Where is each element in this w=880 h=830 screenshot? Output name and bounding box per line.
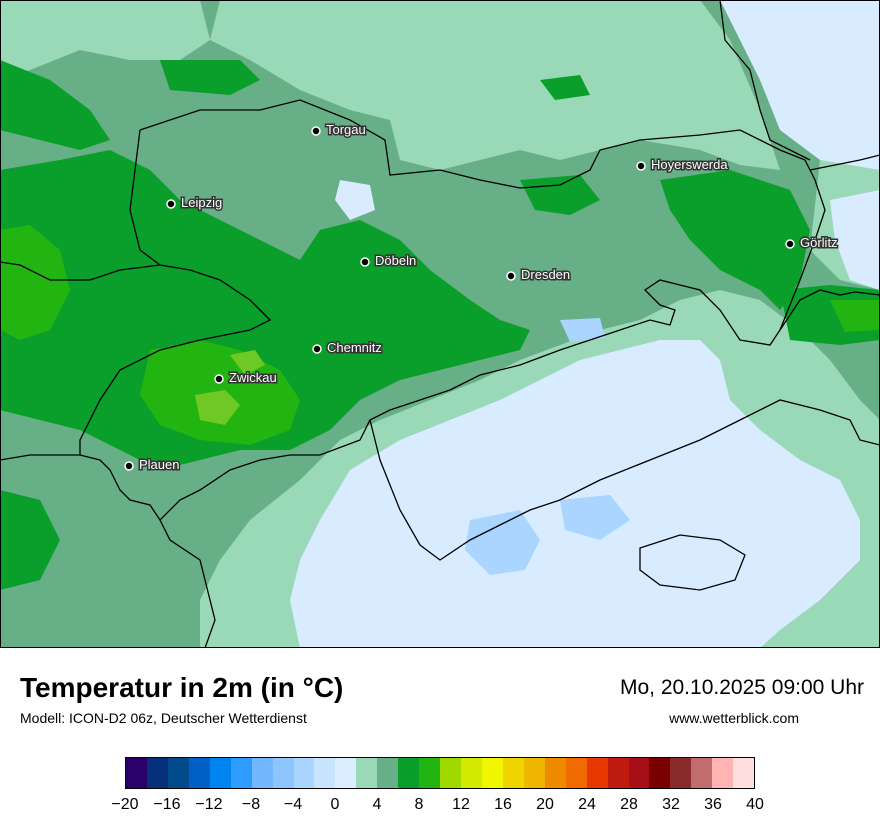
legend-swatch (691, 758, 713, 788)
legend-swatch (251, 758, 273, 788)
legend-swatch (272, 758, 294, 788)
legend-swatch (712, 758, 734, 788)
map-title: Temperatur in 2m (in °C) (20, 672, 344, 703)
svg-text:Chemnitz: Chemnitz (327, 340, 382, 355)
legend-swatch (733, 758, 755, 788)
legend-swatch (607, 758, 629, 788)
legend-swatch (146, 758, 168, 788)
legend-swatch (230, 758, 252, 788)
legend-swatch (440, 758, 461, 788)
pale-blue-regions (290, 0, 880, 648)
legend-swatch (586, 758, 608, 788)
legend-swatch (293, 758, 315, 788)
legend-swatch (126, 758, 147, 788)
svg-text:Plauen: Plauen (139, 457, 179, 472)
city-plauen: Plauen (124, 456, 181, 474)
city-torgau: Torgau (311, 121, 367, 139)
legend-tick-label: 28 (620, 796, 638, 813)
legend-tick-label: −20 (111, 796, 139, 813)
legend-swatch (649, 758, 671, 788)
legend-swatch (565, 758, 587, 788)
legend-tick-label: 0 (330, 796, 340, 813)
borders (0, 0, 880, 648)
city-dresden: Dresden (506, 266, 572, 284)
legend-swatch (419, 758, 441, 788)
website-link[interactable]: www.wetterblick.com (669, 710, 799, 726)
svg-text:Dresden: Dresden (521, 267, 570, 282)
legend-swatch (481, 758, 503, 788)
legend-tick-label: 4 (372, 796, 382, 813)
legend-swatch (356, 758, 378, 788)
legend-swatch (628, 758, 650, 788)
city-goerlitz: Görlitz (785, 234, 839, 252)
legend-swatch (461, 758, 482, 788)
legend-tick-label: 20 (536, 796, 554, 813)
city-doebeln: Döbeln (360, 252, 418, 270)
green-regions (0, 60, 880, 590)
legend-tick-label: −12 (195, 796, 223, 813)
legend-ticks: −20 −16 −12 −8 −4 0 4 8 12 16 20 24 28 32 36 40 (0, 796, 880, 820)
legend-tick-label: 12 (452, 796, 470, 813)
legend-tick-label: 16 (494, 796, 512, 813)
legend-tick-label: 36 (704, 796, 722, 813)
city-hoyerswerda: Hoyerswerda (636, 156, 730, 174)
svg-text:Zwickau: Zwickau (229, 370, 277, 385)
legend-tick-label: −4 (283, 796, 303, 813)
legend-tick-label: 8 (414, 796, 424, 813)
model-source: Modell: ICON-D2 06z, Deutscher Wetterdie… (20, 710, 307, 726)
city-leipzig: Leipzig (166, 194, 224, 212)
legend-swatch (502, 758, 524, 788)
forecast-datetime: Mo, 20.10.2025 09:00 Uhr (619, 676, 864, 699)
legend-tick-label: −16 (153, 796, 181, 813)
legend-swatch (167, 758, 189, 788)
legend-swatch (314, 758, 336, 788)
temperature-map: Torgau Hoyerswerda Leipzig Görlitz Döbel… (0, 0, 880, 648)
light-blue-spots (465, 318, 630, 575)
color-legend (125, 757, 755, 789)
legend-tick-label: 40 (746, 796, 764, 813)
legend-swatch (377, 758, 399, 788)
legend-swatch (523, 758, 545, 788)
legend-swatch (670, 758, 692, 788)
legend-swatch (335, 758, 357, 788)
legend-tick-label: 24 (578, 796, 596, 813)
legend-swatch (188, 758, 210, 788)
city-zwickau: Zwickau (214, 369, 278, 387)
legend-swatch (398, 758, 420, 788)
legend-swatch (544, 758, 566, 788)
svg-text:Hoyerswerda: Hoyerswerda (651, 157, 728, 172)
legend-tick-label: −8 (241, 796, 261, 813)
legend-tick-label: 32 (662, 796, 680, 813)
svg-text:Döbeln: Döbeln (375, 253, 416, 268)
svg-text:Torgau: Torgau (326, 122, 366, 137)
svg-text:Leipzig: Leipzig (181, 195, 222, 210)
city-chemnitz: Chemnitz (312, 339, 383, 357)
svg-text:Görlitz: Görlitz (800, 235, 838, 250)
lime-spots (195, 350, 265, 425)
footer: Temperatur in 2m (in °C) Modell: ICON-D2… (0, 648, 880, 830)
city-markers: Torgau Hoyerswerda Leipzig Görlitz Döbel… (124, 121, 839, 474)
legend-swatch (209, 758, 231, 788)
